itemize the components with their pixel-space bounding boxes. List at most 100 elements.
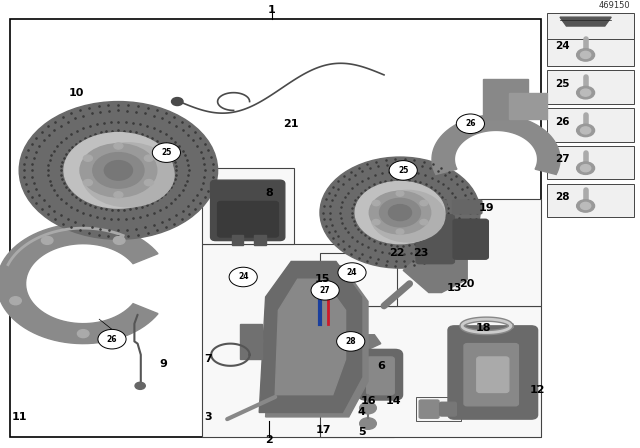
Bar <box>320 253 397 306</box>
Circle shape <box>580 89 591 96</box>
Circle shape <box>80 144 157 197</box>
FancyBboxPatch shape <box>211 180 285 241</box>
Circle shape <box>360 418 376 429</box>
Text: 16: 16 <box>360 396 376 406</box>
Circle shape <box>580 52 591 58</box>
Bar <box>547 108 634 142</box>
Circle shape <box>580 127 591 134</box>
Circle shape <box>19 102 218 239</box>
Circle shape <box>396 229 404 234</box>
Text: 6: 6 <box>377 361 385 371</box>
Polygon shape <box>266 266 368 417</box>
Text: 1: 1 <box>268 5 276 16</box>
Circle shape <box>10 297 21 305</box>
Polygon shape <box>336 335 381 375</box>
Circle shape <box>577 124 595 137</box>
Text: 21: 21 <box>284 119 299 129</box>
Bar <box>240 323 262 359</box>
Circle shape <box>372 200 380 206</box>
Bar <box>509 93 547 119</box>
Text: 4: 4 <box>358 408 365 418</box>
Circle shape <box>104 161 132 180</box>
Polygon shape <box>432 115 560 174</box>
Text: 22: 22 <box>389 248 404 258</box>
Circle shape <box>396 191 404 196</box>
Text: 26: 26 <box>555 116 570 126</box>
Text: 24: 24 <box>238 272 248 281</box>
Circle shape <box>172 98 183 106</box>
Bar <box>547 146 634 179</box>
FancyBboxPatch shape <box>452 200 482 214</box>
Text: 10: 10 <box>69 88 84 98</box>
FancyBboxPatch shape <box>416 215 454 264</box>
Text: 23: 23 <box>413 248 428 258</box>
Text: 24: 24 <box>347 268 357 277</box>
Circle shape <box>580 164 591 172</box>
Circle shape <box>93 153 144 188</box>
Text: 13: 13 <box>447 283 462 293</box>
Text: 3: 3 <box>204 412 212 422</box>
Text: 2: 2 <box>265 435 273 445</box>
Text: 17: 17 <box>316 425 331 435</box>
Circle shape <box>83 180 92 186</box>
Circle shape <box>577 86 595 99</box>
Polygon shape <box>259 262 362 413</box>
Text: 5: 5 <box>358 427 365 437</box>
Circle shape <box>380 198 420 227</box>
Circle shape <box>64 133 173 208</box>
Text: 28: 28 <box>346 337 356 346</box>
Bar <box>202 244 394 437</box>
Polygon shape <box>403 239 467 293</box>
Text: 25: 25 <box>161 148 172 157</box>
Circle shape <box>135 382 145 389</box>
Bar <box>390 199 541 306</box>
Polygon shape <box>275 279 346 395</box>
FancyBboxPatch shape <box>218 202 278 237</box>
Bar <box>320 306 541 437</box>
Text: 26: 26 <box>107 335 117 344</box>
Circle shape <box>113 237 125 244</box>
Bar <box>254 235 266 245</box>
Circle shape <box>577 49 595 61</box>
FancyBboxPatch shape <box>416 397 461 422</box>
Circle shape <box>229 267 257 287</box>
Bar <box>232 235 243 245</box>
Text: 14: 14 <box>386 396 401 406</box>
FancyBboxPatch shape <box>358 349 403 400</box>
Text: 7: 7 <box>204 354 212 364</box>
FancyBboxPatch shape <box>367 357 394 395</box>
Circle shape <box>577 162 595 174</box>
FancyBboxPatch shape <box>477 357 509 392</box>
Circle shape <box>320 157 480 268</box>
Circle shape <box>580 202 591 210</box>
FancyBboxPatch shape <box>448 326 538 419</box>
Circle shape <box>420 220 428 225</box>
Text: 25: 25 <box>555 79 570 89</box>
Circle shape <box>145 180 154 186</box>
Circle shape <box>77 330 89 338</box>
Text: 26: 26 <box>465 119 476 128</box>
Bar <box>202 168 294 244</box>
Bar <box>547 70 634 104</box>
Text: 27: 27 <box>555 154 570 164</box>
Text: 18: 18 <box>476 323 491 333</box>
Bar <box>547 33 634 66</box>
Circle shape <box>82 143 174 207</box>
Circle shape <box>577 200 595 212</box>
Circle shape <box>42 237 53 244</box>
Circle shape <box>456 114 484 134</box>
Circle shape <box>372 220 380 225</box>
Circle shape <box>420 200 428 206</box>
Text: 12: 12 <box>530 385 545 395</box>
Text: 15: 15 <box>314 274 330 284</box>
FancyBboxPatch shape <box>453 219 488 259</box>
Circle shape <box>114 192 123 198</box>
Text: 11: 11 <box>12 412 27 422</box>
Circle shape <box>145 155 154 161</box>
Circle shape <box>311 280 339 300</box>
Circle shape <box>389 161 417 180</box>
Circle shape <box>114 143 123 149</box>
Circle shape <box>83 155 92 161</box>
Text: 28: 28 <box>555 192 570 202</box>
Text: 9: 9 <box>159 358 167 369</box>
